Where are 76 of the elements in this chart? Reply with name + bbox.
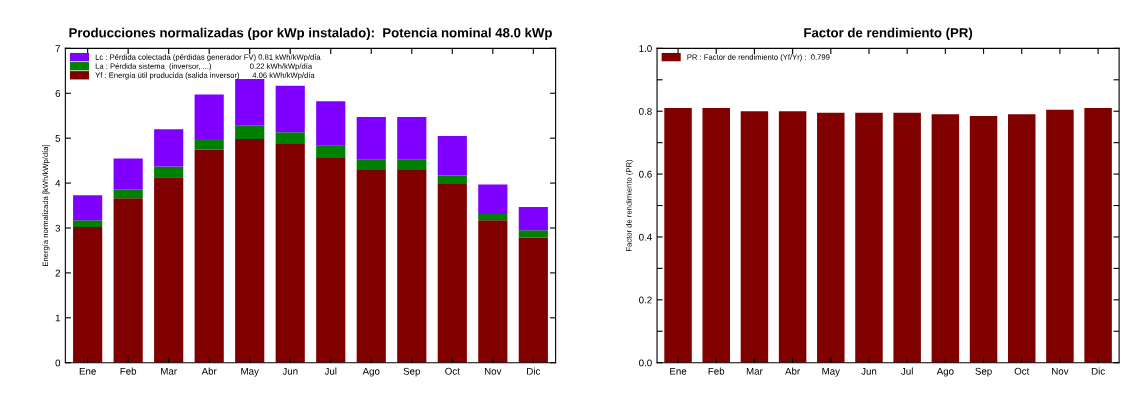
y-tick-label: 0.8 [639,107,652,115]
x-tick-label: Abr [785,367,801,375]
y-tick-label: 1 [55,314,61,322]
chart-title: Factor de rendimiento (PR) [804,27,973,40]
bar [316,101,346,146]
x-tick-label: Ago [936,367,954,377]
bar [397,170,427,363]
x-tick-label: Feb [120,367,137,375]
y-tick-label: 1.0 [639,45,652,52]
y-tick-label: 3 [55,224,61,232]
x-tick-label: Ago [362,367,380,377]
x-tick-label: Jul [324,367,337,375]
y-tick-label: 4 [55,179,61,187]
y-tick-label: 6 [55,90,61,97]
bar [518,230,548,238]
y-tick-label: 0 [55,359,61,367]
y-tick-label: 0.0 [639,359,652,367]
y-tick-label: 0.4 [639,233,652,241]
bar [437,175,467,184]
bar [397,159,427,171]
chart-title: Producciones normalizadas (por kWp instalado): Potencia nominal 48.0 kWp [69,27,552,40]
x-tick-label: Oct [1014,367,1030,375]
bar [397,117,427,160]
x-tick-label: Mar [746,367,763,375]
bar [73,195,103,221]
x-tick-label: Nov [1052,367,1069,375]
bar [154,177,184,363]
x-tick-label: Jun [861,367,877,375]
bar [316,157,346,363]
x-tick-label: May [241,367,259,377]
x-tick-label: May [822,367,840,377]
y-tick-label: 7 [55,45,61,52]
x-tick-label: Abr [201,367,217,375]
bar [356,159,386,171]
bar [113,198,143,363]
bar [235,78,265,126]
bar [437,183,467,363]
bar [235,125,265,140]
bar [518,237,548,363]
x-tick-label: Ene [670,367,687,375]
y-tick-label: 5 [55,135,61,142]
x-tick-label: Jul [901,367,913,375]
bar [518,206,548,231]
bar [356,170,386,363]
bar [478,184,508,215]
x-tick-label: Sep [403,367,421,377]
x-tick-label: Feb [708,367,725,375]
x-tick-label: Dic [527,367,541,375]
x-tick-label: Sep [975,367,992,377]
y-tick-label: 0.2 [639,296,652,304]
x-tick-label: Jun [282,367,298,375]
bar [113,189,143,199]
bar [478,214,508,221]
x-tick-label: Dic [1091,367,1105,375]
y-tick-label: 2 [55,269,61,277]
y-tick-label: 0.6 [639,170,652,178]
bar [194,94,224,140]
bar [275,85,305,133]
bar [154,129,184,167]
bar [73,227,103,363]
bar [275,144,305,363]
bar [275,132,305,145]
bar [154,166,184,178]
x-tick-label: Oct [445,367,460,375]
bar [478,220,508,363]
bar [113,158,143,190]
bar [235,139,265,363]
bar [194,149,224,363]
bar [356,117,386,160]
x-tick-label: Ene [79,367,96,375]
bar [194,139,224,150]
x-tick-label: Nov [484,367,502,375]
bar [316,145,346,158]
x-tick-label: Mar [161,367,177,375]
bar [73,220,103,228]
bar [437,135,467,176]
